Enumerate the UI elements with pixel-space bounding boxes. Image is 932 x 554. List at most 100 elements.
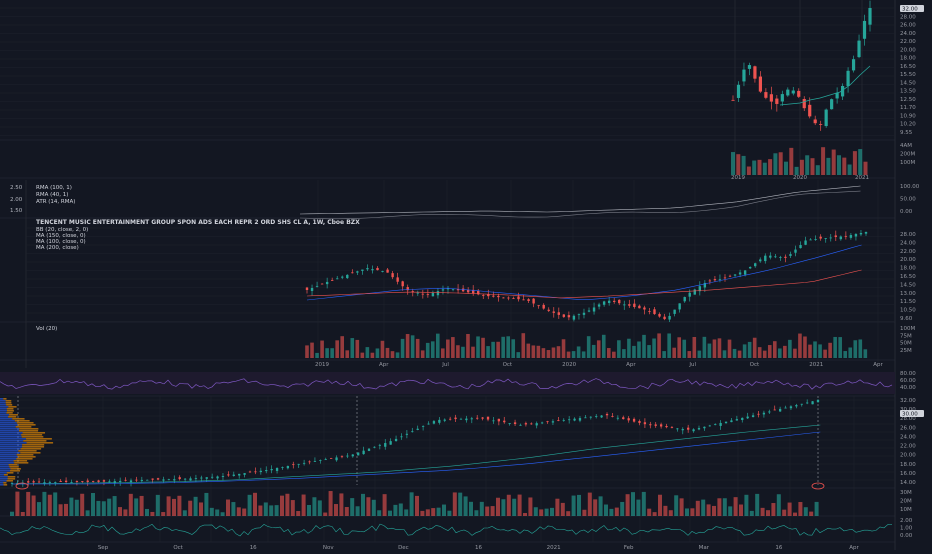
mid-price-axis[interactable]: 28.00 24.00 22.00 20.00 18.00 16.50 14.50 13.00… bbox=[900, 232, 916, 322]
volume-bar bbox=[847, 164, 852, 175]
study-bb[interactable]: BB (20, close, 2, 0) bbox=[36, 227, 88, 233]
candle-body bbox=[795, 405, 798, 407]
volume-legend[interactable]: Vol (20) bbox=[36, 326, 57, 332]
mid-price-candles bbox=[305, 230, 868, 322]
volume-profile-bar bbox=[19, 428, 39, 430]
volume-bar bbox=[446, 339, 450, 358]
volume-bar bbox=[757, 159, 762, 175]
candle-body bbox=[265, 470, 268, 472]
bottom-price-candles bbox=[10, 398, 825, 490]
volume-axis-tick: 4AM bbox=[900, 143, 912, 149]
volume-bar bbox=[263, 502, 268, 516]
candle-body bbox=[862, 20, 867, 39]
study-ma-150[interactable]: MA (150, close, 0) bbox=[36, 233, 86, 239]
candle-body bbox=[243, 473, 246, 475]
volume-bar bbox=[798, 502, 803, 516]
candle-body bbox=[254, 471, 257, 473]
price-axis-tick: 9.60 bbox=[900, 316, 913, 322]
candle-body bbox=[459, 418, 463, 420]
volume-profile-bar bbox=[3, 484, 8, 486]
candle-body bbox=[466, 289, 470, 293]
volume-bar bbox=[560, 502, 565, 516]
candle-body bbox=[600, 415, 603, 418]
indicator-rma-100[interactable]: RMA (100, 1) bbox=[36, 185, 72, 191]
volume-bar bbox=[821, 147, 826, 175]
volume-bar bbox=[823, 349, 827, 358]
candle-body bbox=[367, 448, 371, 451]
volume-bar bbox=[733, 497, 738, 516]
study-ma-100[interactable]: MA (100, close, 0) bbox=[36, 239, 86, 245]
candle-body bbox=[308, 461, 311, 463]
candle-body bbox=[784, 407, 787, 409]
time-axis-tick: 16 bbox=[250, 545, 257, 550]
bottom-time-axis[interactable]: Sep Oct 16 Nov Dec 16 2021 Feb Mar 16 Apr bbox=[98, 545, 860, 551]
symbol-title[interactable]: TENCENT MUSIC ENTERTAINMENT GROUP SPON A… bbox=[36, 219, 360, 226]
volume-bar bbox=[471, 346, 475, 358]
candle-body bbox=[183, 478, 187, 480]
candle-body bbox=[754, 263, 757, 267]
candle-body bbox=[119, 480, 122, 482]
volume-profile-bar bbox=[23, 440, 47, 442]
price-axis-tick: 28.00 bbox=[900, 14, 916, 20]
volume-bar bbox=[598, 496, 603, 516]
volume-bar bbox=[636, 499, 641, 516]
candle-body bbox=[361, 269, 364, 271]
price-axis-tick: 10.90 bbox=[900, 113, 916, 119]
candle-body bbox=[200, 477, 203, 479]
volume-bar bbox=[762, 350, 767, 358]
volume-bar bbox=[420, 510, 425, 516]
candle-body bbox=[659, 424, 663, 427]
candle-body bbox=[325, 281, 329, 285]
volume-bar bbox=[431, 508, 436, 516]
volume-bar bbox=[706, 504, 711, 516]
study-ma-200[interactable]: MA (200, close) bbox=[36, 245, 79, 251]
candle-body bbox=[572, 315, 576, 320]
volume-bar bbox=[452, 492, 457, 516]
candle-body bbox=[557, 420, 560, 422]
volume-bar bbox=[155, 494, 160, 516]
candle-body bbox=[75, 481, 79, 482]
candle-body bbox=[819, 236, 822, 239]
price-axis-tick: 14.00 bbox=[900, 480, 916, 486]
volume-bar bbox=[746, 166, 751, 175]
time-axis-tick: Jul bbox=[441, 362, 449, 368]
ma-line bbox=[12, 431, 821, 485]
candle-body bbox=[764, 255, 767, 262]
candle-body bbox=[584, 417, 587, 419]
indicator-axis[interactable]: 100.00 50.00 0.00 bbox=[900, 184, 920, 215]
price-axis-tick: 9.55 bbox=[900, 130, 913, 136]
candle-body bbox=[768, 411, 771, 413]
candle-body bbox=[751, 415, 755, 418]
candle-body bbox=[221, 476, 225, 478]
candle-body bbox=[320, 283, 324, 285]
indicator-rma-40[interactable]: RMA (40, 1) bbox=[36, 192, 68, 198]
candle-body bbox=[718, 279, 722, 281]
top-time-axis[interactable]: 2019 2020 2021 bbox=[731, 175, 869, 181]
volume-bar bbox=[101, 501, 106, 516]
candle-body bbox=[305, 287, 309, 290]
candle-body bbox=[162, 479, 165, 481]
volume-bar bbox=[541, 348, 546, 358]
volume-bar bbox=[712, 505, 716, 516]
volume-bar bbox=[436, 507, 441, 516]
volume-bar bbox=[182, 510, 187, 516]
indicator-atr[interactable]: ATR (14, RMA) bbox=[36, 199, 75, 205]
candle-body bbox=[730, 420, 733, 423]
indicator-axis-tick: 50.00 bbox=[900, 197, 916, 203]
volume-profile-bar bbox=[0, 468, 11, 470]
volume-profile-bar bbox=[16, 454, 34, 456]
volume-bar bbox=[766, 510, 770, 516]
candle-body bbox=[497, 295, 500, 298]
volume-bar bbox=[533, 507, 538, 516]
candle-body bbox=[857, 40, 861, 58]
candle-body bbox=[844, 235, 848, 237]
price-axis-tick: 10.50 bbox=[900, 308, 916, 314]
mid-time-axis[interactable]: 2019 Apr Jul Oct 2020 Apr Jul Oct 2021 Apr bbox=[315, 362, 883, 368]
rsi-path bbox=[0, 378, 893, 390]
volume-profile-bar bbox=[0, 418, 13, 420]
candle-body bbox=[43, 482, 46, 485]
